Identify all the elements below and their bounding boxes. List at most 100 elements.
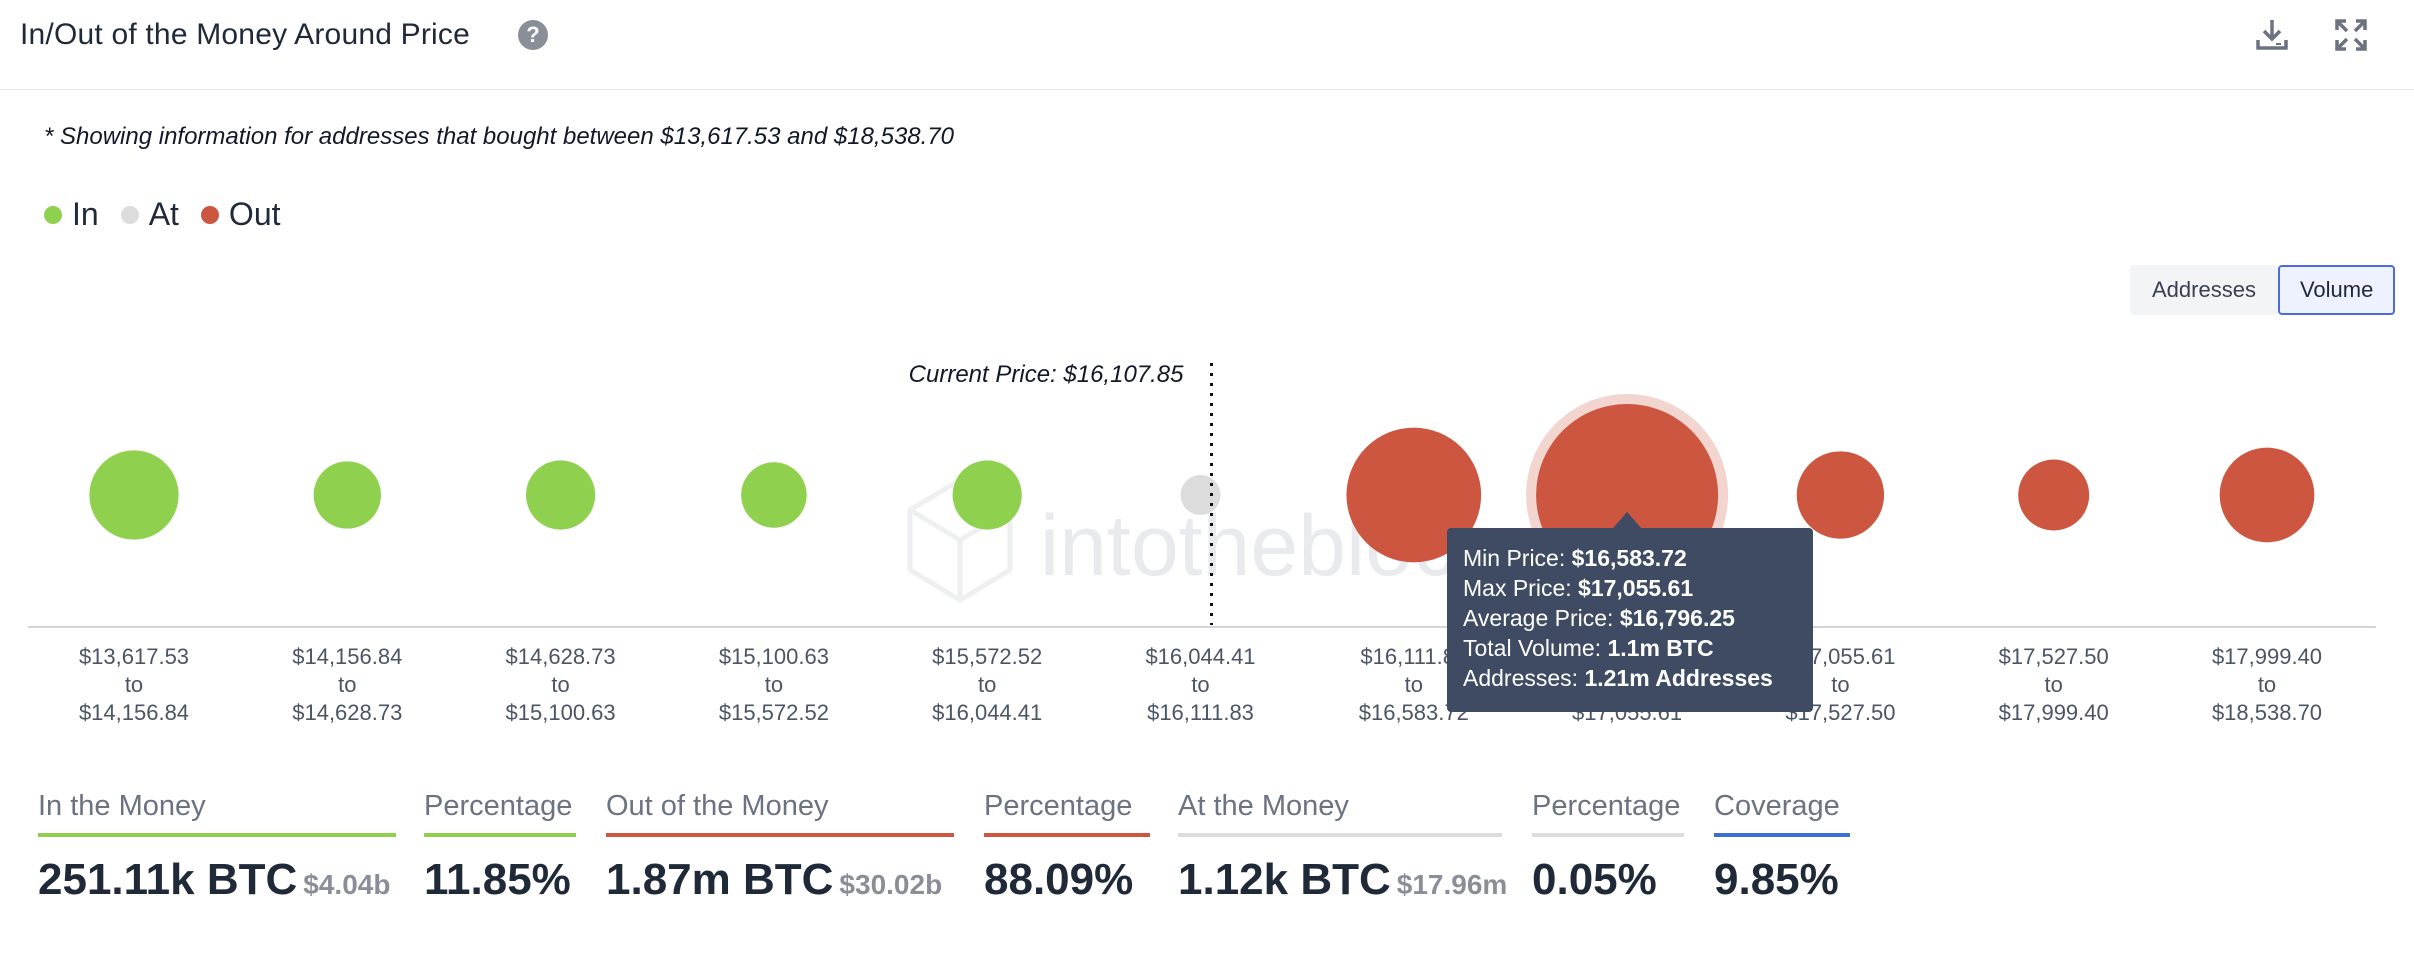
x-tick-to: $15,572.52: [719, 700, 829, 725]
x-tick-from: $15,572.52: [932, 644, 1042, 669]
stat-label: Percentage: [424, 790, 573, 822]
tooltip-row-value: $17,055.61: [1578, 575, 1693, 601]
stat-underline: [1532, 833, 1684, 837]
stat-value: 1.87m BTC $30.02b: [606, 855, 954, 905]
x-tick-to: $16,044.41: [932, 700, 1042, 725]
stat-value-usd: $30.02b: [839, 869, 943, 900]
stat-underline: [606, 833, 954, 837]
x-tick-from: $14,156.84: [292, 644, 402, 669]
stat-underline: [424, 833, 576, 837]
stats-row: In the Money 251.11k BTC $4.04b Percentage 1…: [0, 790, 2414, 940]
stat-value: 1.12k BTC $17.96m: [1178, 855, 1507, 905]
x-tick-to: $14,628.73: [292, 700, 402, 725]
x-tick-from: $15,100.63: [719, 644, 829, 669]
bubble-out[interactable]: [1346, 427, 1482, 563]
x-tick-to: $15,100.63: [506, 700, 616, 725]
x-tick-connector: to: [125, 672, 143, 697]
stat-block: Percentage 88.09%: [984, 790, 1150, 905]
legend-dot-in: [44, 205, 62, 224]
stat-label: In the Money: [38, 790, 206, 822]
tooltip-row: Min Price: $16,583.72: [1463, 545, 1687, 571]
bubble-out[interactable]: [2018, 459, 2090, 531]
addresses-button[interactable]: Addresses: [2130, 265, 2278, 315]
stat-label: At the Money: [1178, 790, 1349, 822]
stat-underline: [984, 833, 1150, 837]
x-tick-connector: to: [1831, 672, 1849, 697]
stat-value-main: 251.11k BTC: [38, 855, 298, 904]
stat-value-usd: $4.04b: [303, 869, 391, 900]
legend-item-out[interactable]: Out: [200, 196, 281, 233]
tooltip-row-value: 1.21m Addresses: [1584, 665, 1772, 691]
tooltip-row: Max Price: $17,055.61: [1463, 575, 1693, 601]
volume-button[interactable]: Volume: [2277, 265, 2396, 315]
stat-value: 88.09%: [984, 855, 1150, 905]
x-tick-from: $17,527.50: [1999, 644, 2109, 669]
stat-value-main: 1.87m BTC: [606, 855, 834, 904]
stat-block: Out of the Money 1.87m BTC $30.02b: [606, 790, 954, 905]
legend-dot-at: [120, 205, 139, 224]
tooltip-row: Addresses: 1.21m Addresses: [1463, 665, 1773, 691]
tooltip-row-value: $16,583.72: [1572, 545, 1687, 571]
stat-block: Coverage 9.85%: [1714, 790, 1850, 905]
x-tick-connector: to: [1405, 672, 1423, 697]
stat-underline: [38, 833, 396, 837]
bubble-in[interactable]: [89, 450, 179, 540]
bubble-at[interactable]: [1180, 474, 1221, 516]
bubble-in[interactable]: [526, 460, 596, 530]
tooltip-arrow: [1613, 512, 1642, 528]
stat-value-main: 88.09%: [984, 855, 1134, 904]
stat-value-main: 11.85%: [424, 855, 571, 904]
legend-dot-out: [200, 205, 219, 224]
download-icon[interactable]: [2254, 16, 2290, 52]
x-tick-to: $18,538.70: [2212, 700, 2322, 725]
tooltip-row: Average Price: $16,796.25: [1463, 605, 1735, 631]
bubble-in[interactable]: [952, 460, 1022, 530]
stat-block: Percentage 0.05%: [1532, 790, 1684, 905]
metric-toggle: Addresses Volume: [2130, 265, 2396, 315]
bubble-in[interactable]: [313, 461, 381, 529]
legend-item-in[interactable]: In: [44, 196, 99, 233]
tooltip-row-label: Addresses:: [1463, 665, 1584, 691]
legend-label-in: In: [72, 196, 99, 232]
x-tick-from: $17,999.40: [2212, 644, 2322, 669]
tooltip-row-label: Min Price:: [1463, 545, 1572, 571]
page-title: In/Out of the Money Around Price: [20, 18, 470, 51]
tooltip: Min Price: $16,583.72 Max Price: $17,055.…: [1447, 512, 1813, 712]
stat-value: 9.85%: [1714, 855, 1850, 905]
range-note: * Showing information for addresses that…: [44, 123, 954, 150]
stat-block: In the Money 251.11k BTC $4.04b: [38, 790, 396, 905]
x-tick-from: $16,044.41: [1145, 644, 1255, 669]
bubble-in[interactable]: [741, 462, 807, 528]
x-tick-connector: to: [2045, 672, 2063, 697]
x-tick-connector: to: [338, 672, 356, 697]
legend-item-at[interactable]: At: [120, 196, 179, 233]
chart-header: In/Out of the Money Around Price ?: [0, 0, 2414, 90]
tooltip-row-value: 1.1m BTC: [1607, 635, 1713, 661]
tooltip-row-label: Average Price:: [1463, 605, 1620, 631]
tooltip-row-label: Total Volume:: [1463, 635, 1607, 661]
tooltip-row-label: Max Price:: [1463, 575, 1578, 601]
stat-value: 0.05%: [1532, 855, 1684, 905]
stat-value: 251.11k BTC $4.04b: [38, 855, 396, 905]
tooltip-row: Total Volume: 1.1m BTC: [1463, 635, 1714, 661]
x-tick-from: $13,617.53: [79, 644, 189, 669]
x-tick-to: $17,999.40: [1999, 700, 2109, 725]
bubble-out[interactable]: [1796, 451, 1885, 539]
x-tick-from: $14,628.73: [506, 644, 616, 669]
stat-block: At the Money 1.12k BTC $17.96m: [1178, 790, 1507, 905]
x-tick-connector: to: [1191, 672, 1209, 697]
legend-label-at: At: [148, 196, 179, 232]
expand-icon[interactable]: [2334, 18, 2368, 52]
help-icon[interactable]: ?: [518, 20, 548, 50]
x-tick-connector: to: [2258, 672, 2276, 697]
bubble-out[interactable]: [2219, 447, 2315, 543]
stat-label: Percentage: [1532, 790, 1681, 822]
stat-value-usd: $17.96m: [1396, 869, 1508, 900]
legend: In At Out: [44, 196, 303, 233]
x-tick-connector: to: [551, 672, 569, 697]
stat-label: Out of the Money: [606, 790, 829, 822]
x-tick-to: $14,156.84: [79, 700, 189, 725]
bubble-chart: intotheblock $13,617.53to$14,156.84$14,1…: [28, 361, 2376, 725]
stat-underline: [1178, 833, 1502, 837]
stat-value-main: 9.85%: [1714, 855, 1839, 904]
